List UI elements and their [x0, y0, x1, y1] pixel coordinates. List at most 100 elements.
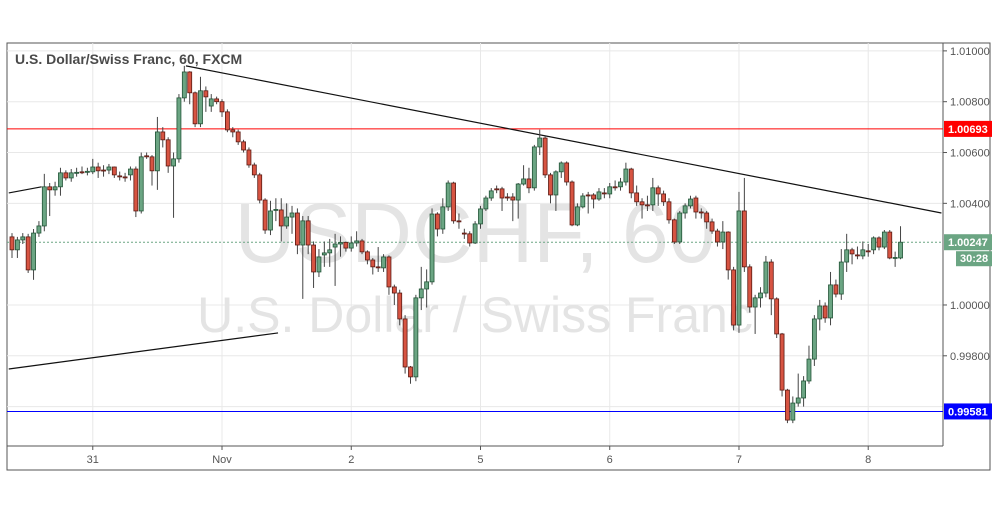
- y-tick-label: 0.99800: [950, 351, 990, 363]
- candle: [564, 161, 570, 186]
- candle: [645, 195, 650, 211]
- candle-body: [596, 191, 602, 200]
- candle-body: [58, 172, 63, 188]
- candle-body: [300, 220, 306, 246]
- y-tick-label: 1.00600: [950, 148, 990, 160]
- candle-body: [591, 194, 596, 200]
- candle: [698, 208, 704, 219]
- candle-body: [736, 210, 742, 326]
- candle-body: [273, 209, 279, 211]
- candle: [505, 193, 510, 201]
- candle-body: [214, 98, 220, 103]
- candle: [655, 185, 661, 206]
- candle-body: [187, 71, 193, 94]
- candle: [429, 208, 435, 285]
- candle: [52, 181, 58, 196]
- candle: [553, 170, 559, 211]
- candle-body: [413, 297, 419, 378]
- candle: [300, 216, 306, 299]
- candle-body: [623, 168, 629, 183]
- candle-body: [488, 190, 494, 199]
- candle-body: [305, 220, 311, 246]
- candle: [58, 167, 63, 196]
- resistance-price-label: 1.00693: [948, 124, 988, 136]
- candle: [187, 71, 193, 105]
- candle-body: [698, 211, 704, 214]
- candle-body: [203, 90, 209, 98]
- x-tick-label: 6: [607, 454, 613, 466]
- candle-body: [693, 197, 699, 213]
- candle: [359, 238, 365, 255]
- candle: [591, 193, 596, 209]
- candle-body: [154, 131, 160, 172]
- candle-body: [41, 186, 47, 227]
- candle-body: [671, 219, 677, 243]
- candle: [106, 163, 112, 175]
- candle-body: [601, 192, 607, 195]
- candle-body: [785, 389, 790, 421]
- candle: [305, 216, 311, 255]
- candle: [230, 127, 236, 138]
- candle-body: [74, 171, 80, 174]
- candle: [650, 177, 656, 211]
- candle-body: [235, 131, 241, 143]
- candle: [747, 264, 753, 313]
- candle: [488, 188, 494, 201]
- candle-body: [31, 232, 36, 271]
- candle-body: [63, 172, 69, 179]
- candle-body: [515, 183, 521, 201]
- candle: [849, 247, 855, 265]
- candle: [537, 129, 543, 156]
- candle: [9, 233, 15, 258]
- candle: [542, 136, 548, 178]
- x-tick-label: 7: [736, 454, 742, 466]
- candle-body: [230, 129, 236, 133]
- candle-body: [494, 188, 500, 191]
- candle-body: [537, 137, 543, 148]
- candle: [515, 183, 521, 219]
- candle: [768, 259, 774, 316]
- candle: [311, 241, 316, 288]
- candle-body: [47, 186, 53, 191]
- candle: [494, 185, 500, 194]
- candle: [618, 177, 623, 191]
- candle-body: [731, 269, 736, 326]
- x-tick-label: Nov: [212, 454, 232, 466]
- candle-body: [618, 181, 623, 188]
- candle-body: [548, 174, 553, 196]
- candle: [257, 172, 263, 204]
- candle: [601, 188, 607, 199]
- candle: [456, 213, 462, 229]
- candle-body: [241, 141, 246, 151]
- candle: [133, 166, 139, 218]
- candle: [510, 193, 516, 222]
- candle: [467, 231, 473, 247]
- candle: [418, 266, 424, 311]
- candle-body: [52, 186, 58, 191]
- candle: [623, 162, 629, 186]
- candle-body: [20, 236, 26, 241]
- chart-frame: [6, 42, 991, 471]
- candle: [671, 218, 677, 244]
- candle-body: [580, 195, 586, 208]
- candle-body: [881, 231, 887, 248]
- candle: [219, 99, 225, 117]
- candle-body: [192, 92, 198, 125]
- candle-body: [359, 240, 365, 253]
- candle-body: [435, 213, 440, 230]
- candle-body: [531, 146, 537, 189]
- candle-body: [133, 168, 139, 212]
- candle-body: [165, 139, 171, 167]
- candle-body: [138, 156, 144, 212]
- candle: [241, 139, 246, 153]
- candle-body: [171, 158, 176, 167]
- chart-title: U.S. Dollar/Swiss Franc, 60, FXCM: [15, 51, 243, 67]
- candle-body: [354, 240, 360, 244]
- candle-body: [456, 220, 462, 223]
- candle-body: [855, 254, 860, 257]
- candle: [343, 241, 349, 252]
- candle-body: [418, 288, 424, 299]
- candle-body: [343, 242, 349, 249]
- candle: [375, 247, 381, 272]
